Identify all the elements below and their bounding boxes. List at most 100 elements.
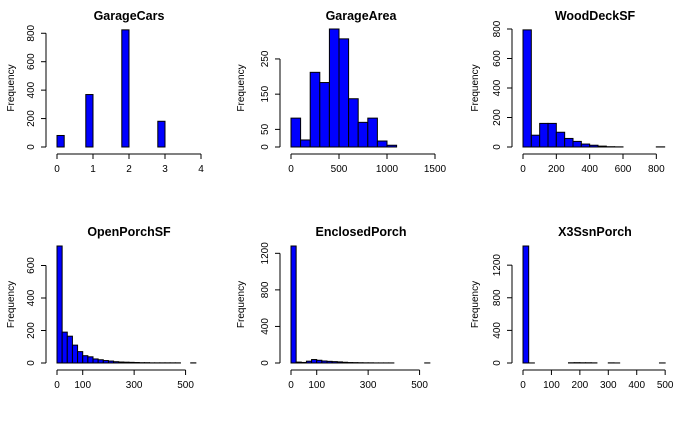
histogram-bar — [311, 359, 318, 364]
chart-title: WoodDeckSF — [555, 9, 636, 23]
x-tick-label: 100 — [74, 380, 91, 391]
histogram-bar — [118, 361, 125, 364]
histogram-bar — [338, 38, 350, 148]
histogram-panel: OpenPorchSF Frequency 0 100 300 500 0 200 400 600 — [6, 225, 197, 391]
histogram-bar — [547, 122, 557, 148]
y-tick-label: 50 — [260, 123, 271, 135]
histogram-bar — [367, 117, 378, 148]
histogram-bar — [157, 120, 166, 148]
x-tick-label: 300 — [600, 380, 617, 391]
y-tick-label: 0 — [260, 360, 271, 366]
x-tick-label: 0 — [54, 164, 60, 175]
chart-title: GarageArea — [326, 9, 398, 23]
histogram-bar — [376, 140, 388, 148]
y-tick-label: 400 — [26, 81, 37, 98]
histogram-bar — [121, 29, 130, 148]
histogram-bar — [61, 331, 68, 364]
chart-title: OpenPorchSF — [87, 225, 171, 239]
y-tick-label: 400 — [260, 318, 271, 335]
x-tick-label: 2 — [126, 164, 132, 175]
x-tick-label: 1 — [90, 164, 96, 175]
histogram-bar — [328, 28, 340, 148]
x-tick-label: 0 — [520, 164, 526, 175]
x-tick-label: 0 — [288, 164, 294, 175]
histogram-bar — [82, 355, 89, 364]
histogram-bar — [336, 361, 343, 364]
histogram-bar — [597, 145, 607, 148]
histogram-bar — [539, 122, 549, 148]
histogram-bar — [56, 134, 65, 148]
y-axis-label: Frequency — [6, 281, 17, 328]
y-axis-label: Frequency — [470, 281, 481, 328]
histogram-bar — [295, 361, 302, 364]
x-tick-label: 500 — [657, 380, 674, 391]
x-tick-label: 100 — [308, 380, 325, 391]
y-tick-label: 400 — [492, 79, 503, 96]
histogram-bar — [326, 360, 333, 364]
x-tick-label: 3 — [162, 164, 168, 175]
histogram-bar — [319, 82, 330, 148]
histogram-bar — [77, 351, 84, 364]
y-axis-label: Frequency — [6, 64, 17, 111]
chart-title: GarageCars — [94, 9, 165, 23]
y-tick-label: 200 — [26, 110, 37, 127]
histogram-bar — [66, 335, 73, 364]
y-tick-label: 0 — [492, 360, 503, 366]
histogram-bar — [580, 143, 591, 148]
y-tick-label: 600 — [492, 50, 503, 67]
x-tick-label: 0 — [520, 380, 526, 391]
histogram-panel: X3SsnPorch Frequency 0 100 200 300 400 500 0 400 8… — [470, 225, 674, 391]
histogram-bar — [107, 360, 115, 364]
histogram-bar — [305, 360, 313, 364]
histogram-bar — [102, 360, 109, 364]
x-tick-label: 1000 — [376, 164, 399, 175]
x-tick-label: 500 — [411, 380, 428, 391]
x-tick-label: 200 — [572, 380, 589, 391]
histogram-bar — [555, 131, 566, 148]
x-tick-label: 600 — [615, 164, 632, 175]
chart-title: EnclosedPorch — [316, 225, 407, 239]
histogram-bar — [522, 29, 532, 148]
histogram-panel: GarageArea Frequency 0 500 1000 1500 0 50 150 250 — [236, 9, 447, 175]
histogram-bar — [564, 137, 574, 148]
histogram-bar — [85, 94, 94, 148]
y-tick-label: 1200 — [492, 254, 503, 277]
histogram-bar — [309, 71, 321, 148]
y-tick-label: 600 — [26, 53, 37, 70]
y-axis-label: Frequency — [236, 281, 247, 328]
y-tick-label: 200 — [26, 322, 37, 339]
histogram-bar — [300, 139, 311, 148]
x-tick-label: 500 — [331, 164, 348, 175]
x-tick-label: 300 — [126, 380, 143, 391]
chart-title: X3SsnPorch — [558, 225, 632, 239]
y-axis-label: Frequency — [470, 64, 481, 111]
histogram-bar — [300, 361, 307, 364]
x-tick-label: 400 — [628, 380, 645, 391]
histogram-bar — [128, 361, 135, 364]
y-tick-label: 0 — [26, 144, 37, 150]
y-tick-label: 0 — [260, 144, 271, 150]
histogram-bar — [113, 361, 120, 364]
histogram-bar — [290, 245, 297, 364]
y-tick-label: 200 — [492, 109, 503, 126]
x-tick-label: 4 — [198, 164, 204, 175]
histogram-bar — [71, 344, 79, 364]
histogram-bar — [123, 361, 130, 364]
histogram-bar — [56, 245, 63, 364]
histogram-bar — [589, 144, 599, 148]
x-tick-label: 1500 — [424, 164, 447, 175]
y-tick-label: 800 — [492, 20, 503, 37]
histogram-bar — [321, 360, 328, 364]
histogram-bar — [92, 358, 99, 364]
histogram-panel: WoodDeckSF Frequency 0 200 400 600 800 0 200 400 6… — [470, 9, 666, 175]
x-tick-label: 300 — [360, 380, 377, 391]
y-tick-label: 150 — [260, 85, 271, 102]
histogram-bar — [87, 356, 94, 364]
histogram-bar — [530, 134, 541, 148]
x-tick-label: 800 — [648, 164, 665, 175]
x-tick-label: 400 — [581, 164, 598, 175]
y-tick-label: 600 — [26, 257, 37, 274]
histogram-bar — [522, 245, 530, 364]
histogram-panel: GarageCars Frequency 0 1 2 3 4 0 200 400 600 800 — [6, 9, 204, 175]
